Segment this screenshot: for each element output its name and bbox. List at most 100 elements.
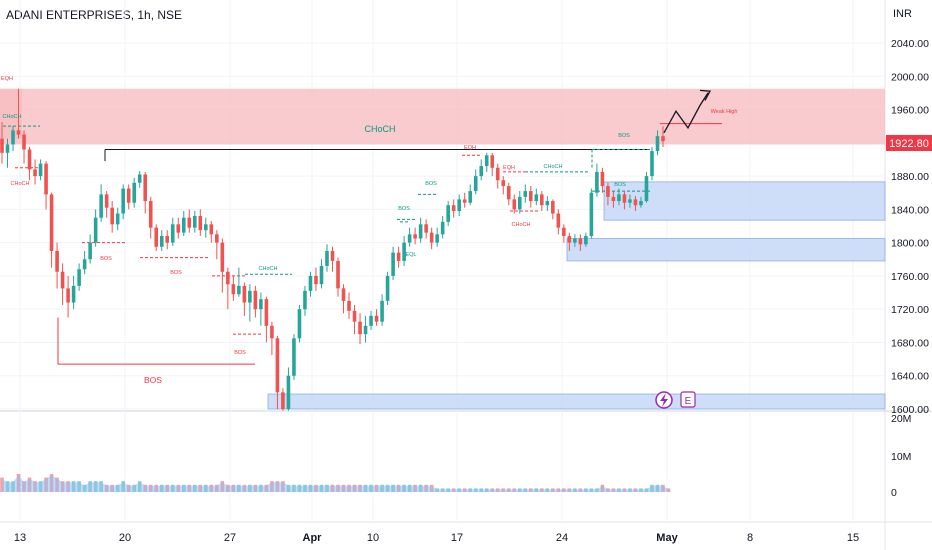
candle-body [457, 199, 461, 212]
earnings-icon[interactable]: E [680, 391, 696, 408]
bos-label: BOS [234, 350, 246, 356]
candle-body [55, 250, 59, 272]
candle-body [451, 205, 456, 212]
candle-body [385, 275, 390, 301]
candle-body [104, 194, 109, 208]
price-tick-label: 1880.00 [891, 171, 929, 183]
candle-body [220, 242, 225, 272]
candle-body [545, 201, 550, 206]
candle-body [622, 194, 627, 203]
candle-body [0, 138, 4, 153]
candle-body [319, 265, 324, 285]
candle-body [606, 186, 610, 197]
candle-body [358, 321, 362, 335]
lightning-icon[interactable] [655, 391, 673, 409]
candle-body [484, 155, 489, 167]
candle-body [330, 250, 335, 261]
candle-body [424, 224, 428, 233]
candle-body [391, 252, 395, 276]
time-tick-label: 27 [224, 532, 236, 544]
candle-body [336, 260, 340, 289]
price-tick-label: 1720.00 [891, 304, 929, 316]
candle-body [529, 191, 533, 202]
candle-body [248, 290, 252, 303]
candle-body [584, 235, 588, 245]
candle-body [534, 194, 539, 202]
price-tick-label: 1840.00 [891, 204, 929, 216]
choch-label: CHoCH [3, 114, 22, 120]
volume-tick-label: 20M [891, 413, 911, 425]
candle-body [363, 325, 368, 335]
candle-body [589, 192, 594, 236]
candle-body [479, 166, 484, 177]
price-axis[interactable]: 2040.002000.001960.001920.001880.001840.… [891, 38, 929, 499]
volume-tick-label: 10M [891, 451, 911, 463]
candle-body [5, 144, 10, 153]
candle-body [88, 242, 92, 260]
candle-body [176, 224, 181, 233]
candle-body [512, 199, 517, 210]
candle-body [137, 174, 142, 183]
candle-body [633, 199, 638, 206]
eqh-label: EQH [464, 145, 476, 151]
price-tick-label: 1960.00 [891, 105, 929, 117]
volume-bar [0, 477, 4, 492]
candle-body [429, 232, 434, 243]
price-tick-label: 1760.00 [891, 271, 929, 283]
price-tick-label: 2040.00 [891, 38, 929, 50]
candle-body [650, 151, 654, 177]
price-tick-label: 1680.00 [891, 337, 929, 349]
time-axis[interactable]: 13 20 27 Apr 10 17 24 May 8 15 [14, 532, 859, 544]
candle-body [495, 167, 500, 181]
candle-body [644, 176, 649, 202]
candle-body [562, 227, 566, 236]
projection-arrow [663, 92, 709, 134]
candle-body [446, 205, 450, 222]
candle-body [66, 288, 70, 303]
candle-body [226, 271, 230, 285]
projection-arrow-head [699, 89, 712, 101]
candle-body [275, 338, 280, 393]
candle-body [639, 201, 643, 206]
candle-body [352, 310, 357, 322]
bos-label: BOS [170, 270, 182, 276]
candle-body [347, 300, 351, 311]
candle-body [27, 149, 32, 170]
candle-body [578, 238, 583, 245]
candle-body [573, 238, 577, 243]
candle-body [198, 216, 203, 231]
eqh-label: EQH [503, 165, 515, 171]
demand-zone-upper [603, 181, 886, 221]
candle-body [148, 201, 153, 228]
candle-body [407, 234, 412, 243]
time-tick-label: 20 [119, 532, 131, 544]
candle-body [99, 194, 103, 218]
candle-body [215, 234, 219, 243]
candle-body [517, 196, 522, 210]
bos-label: BOS [100, 256, 112, 262]
candle-body [270, 325, 274, 339]
candle-body [204, 224, 208, 231]
candle-body [159, 235, 164, 247]
candle-body [110, 207, 114, 225]
candle-body [468, 191, 473, 203]
eqh-label: EQH [1, 76, 13, 82]
candle-body [33, 169, 37, 177]
candle-body [209, 224, 214, 235]
demand-zone-lower [267, 393, 886, 410]
candle-body [231, 284, 236, 295]
choch-label: CHoCH [512, 222, 531, 228]
demand-zone-middle [566, 238, 886, 262]
price-tick-label: 1640.00 [891, 371, 929, 383]
candle-body [132, 182, 136, 203]
candle-body [281, 392, 285, 409]
candle-body [253, 290, 258, 310]
time-tick-label: 8 [747, 532, 753, 544]
price-tick-label: 1600.00 [891, 404, 929, 416]
bos-label: BOS [618, 133, 630, 139]
choch-label-main: CHoCH [364, 124, 395, 134]
candle-body [126, 188, 131, 203]
time-tick-label: May [656, 532, 678, 544]
bos-label: BOS [425, 181, 437, 187]
